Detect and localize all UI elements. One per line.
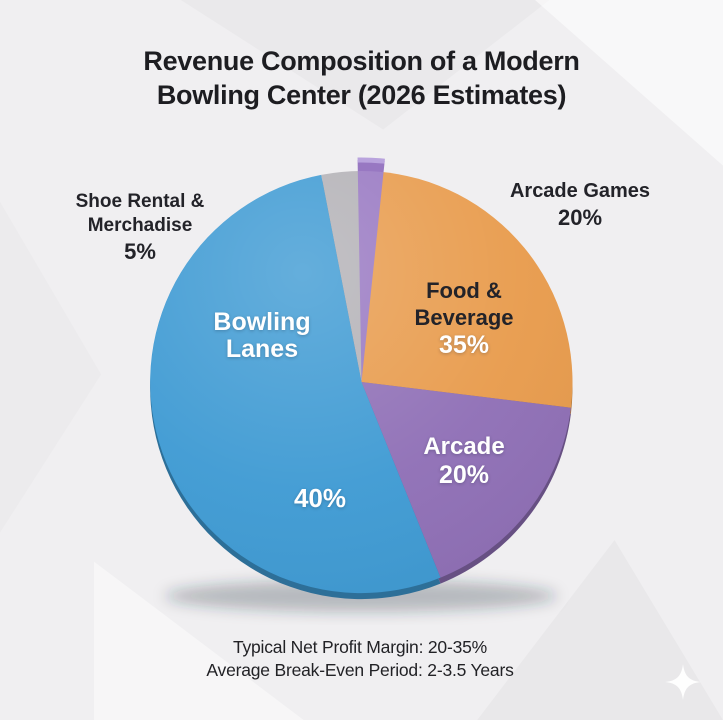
footnote-break-even: Average Break-Even Period: 2-3.5 Years [206, 660, 514, 680]
label-arcade-games: Arcade Games 20% [510, 179, 650, 232]
label-bowling-line1: Bowling [213, 308, 311, 336]
label-food-beverage: Food & Beverage 35% [414, 277, 513, 360]
label-bowling-lanes: Bowling Lanes [213, 309, 310, 363]
label-shoe-rental: Shoe Rental & Merchadise 5% [76, 190, 205, 265]
label-food-line2: Beverage [414, 305, 514, 330]
label-bowling-percent: 40% [293, 483, 347, 513]
label-bowling-line2: Lanes [225, 335, 299, 363]
decorative-sliver-cap [357, 157, 385, 164]
chart-title-line2: Bowling Center (2026 Estimates) [156, 80, 567, 110]
footnote-profit-margin: Typical Net Profit Margin: 20-35% [232, 637, 488, 657]
label-shoe-rental-line1: Shoe Rental & [75, 191, 205, 212]
sparkle-icon [665, 664, 701, 700]
pie-gloss-overlay [150, 171, 573, 593]
pie-slices [150, 157, 573, 594]
chart-footnotes: Typical Net Profit Margin: 20-35% Averag… [206, 636, 513, 682]
label-arcade-games-percent: 20% [557, 205, 603, 230]
label-arcade-text: Arcade [423, 433, 505, 460]
chart-title: Revenue Composition of a Modern Bowling … [42, 44, 682, 112]
chart-title-line1: Revenue Composition of a Modern [143, 46, 580, 76]
label-arcade-games-text: Arcade Games [509, 180, 651, 202]
label-food-line1: Food & [426, 278, 502, 303]
label-shoe-rental-percent: 5% [124, 239, 156, 264]
label-arcade-inside: Arcade 20% [423, 433, 504, 489]
label-shoe-rental-line2: Merchadise [87, 215, 193, 236]
label-food-percent: 35% [438, 331, 490, 359]
label-arcade-percent: 20% [438, 461, 490, 489]
